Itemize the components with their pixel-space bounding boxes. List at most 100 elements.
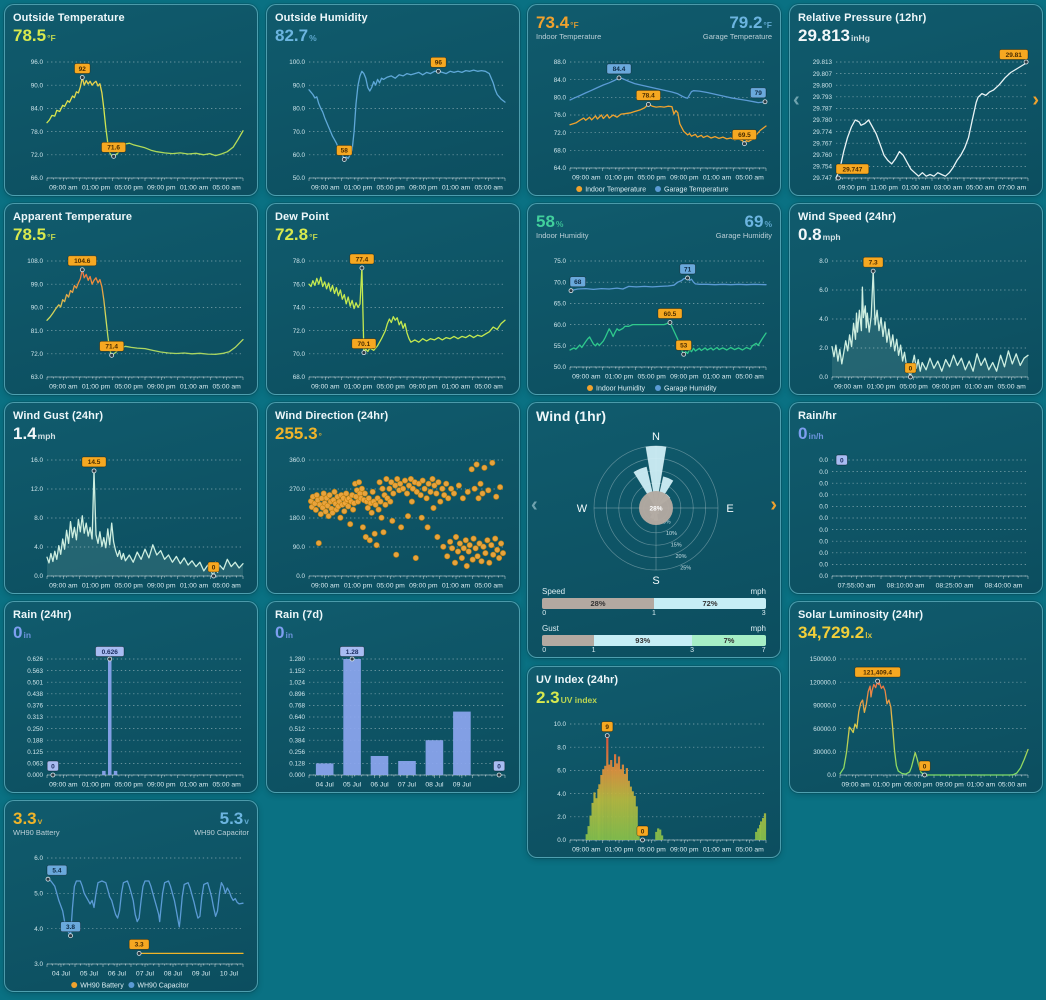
y-tick-label: 29.747 <box>813 175 833 182</box>
card-title: Wind Speed (24hr) <box>798 211 897 223</box>
svg-text:9: 9 <box>605 724 609 731</box>
svg-text:58: 58 <box>341 148 349 155</box>
x-tick-label: 05:00 pm <box>114 384 143 391</box>
x-tick-label: 05:00 am <box>212 384 241 391</box>
y-tick-label: 29.767 <box>813 140 833 147</box>
rose-bar-segment: 72% <box>654 598 766 609</box>
y-tick-label: 8.0 <box>557 744 566 751</box>
x-tick-label: 01:00 pm <box>344 384 373 391</box>
y-tick-label: 0.0 <box>819 515 828 522</box>
unit-left: % <box>555 219 564 229</box>
svg-text:5.4: 5.4 <box>52 868 61 875</box>
legend-dot[interactable] <box>576 186 583 192</box>
y-tick-label: 29.754 <box>813 164 833 171</box>
card-rain-hr: Rain/hr 0 in/h 0.0 0.0 0.0 0.0 0.0 0.0 0.0 0.0 0.0 0… <box>789 402 1043 594</box>
x-tick-label: 01:00 am <box>965 384 994 391</box>
y-tick-label: 108.0 <box>27 258 43 265</box>
y-tick-label: 0.0 <box>819 550 828 557</box>
svg-text:0: 0 <box>909 365 913 372</box>
y-tick-label: 0.0 <box>819 573 828 580</box>
y-tick-label: 66.0 <box>31 175 44 182</box>
y-tick-label: 99.0 <box>31 281 44 288</box>
x-tick-label: 01:00 pm <box>82 185 111 192</box>
card-wh90-battery: 3.3 v WH90 Battery 5.3 v WH90 Capacitor 6.0 5.0… <box>4 800 258 992</box>
y-tick-label: 90.0 <box>293 544 306 551</box>
legend-dot[interactable] <box>71 982 78 988</box>
y-tick-label: 75.0 <box>554 258 567 265</box>
card-solar-luminosity: Solar Luminosity (24hr) 34,729.2 lx 150000.… <box>789 601 1043 793</box>
x-tick-label: 09:00 pm <box>838 185 867 192</box>
y-tick-label: 0.640 <box>289 714 305 721</box>
rose-bar-segment: 28% <box>542 598 654 609</box>
x-tick-label: 11:00 pm <box>870 185 898 192</box>
next-arrow-icon[interactable]: › <box>1032 89 1039 111</box>
chart-plot: 16.0 12.0 8.0 4.0 0.0 09:00 am 01:00 pm 05:00 p… <box>31 456 244 590</box>
x-tick-label: 01:00 am <box>180 185 209 192</box>
x-tick-label: 09:00 am <box>311 384 340 391</box>
y-tick-label: 2.0 <box>557 814 566 821</box>
svg-text:0.626: 0.626 <box>102 649 119 656</box>
marker-badge <box>854 666 901 678</box>
card-unit: °F <box>47 232 56 242</box>
unit-left: v <box>37 816 43 826</box>
svg-text:15%: 15% <box>671 542 682 548</box>
x-tick-label: 01:00 pm <box>605 847 634 854</box>
x-tick-label: 05:00 am <box>966 185 995 192</box>
x-tick-label: 05:00 am <box>474 583 503 590</box>
legend-dot[interactable] <box>655 186 661 192</box>
legend-dot[interactable] <box>128 982 135 988</box>
x-tick-label: 01:00 am <box>703 847 732 854</box>
y-tick-label: 68.0 <box>554 148 567 155</box>
y-tick-label: 0.000 <box>27 772 43 779</box>
y-tick-label: 360.0 <box>289 457 305 464</box>
prev-arrow-icon[interactable]: ‹ <box>793 89 800 111</box>
x-tick-label: 09:00 pm <box>409 185 438 192</box>
prev-arrow-icon[interactable]: ‹ <box>531 493 538 516</box>
card-value: 0 <box>798 424 808 443</box>
x-tick-label: 05:00 pm <box>114 782 143 789</box>
unit-left: °F <box>570 20 579 30</box>
y-tick-label: 70.0 <box>554 279 567 286</box>
legend-dot[interactable] <box>655 385 661 391</box>
chart-plot: 10.08.06.04.02.00.009:00 am 01:00 pm 05:00… <box>554 721 767 854</box>
legend-label[interactable]: Garage Temperature <box>664 187 729 194</box>
y-tick-label: 0.0 <box>819 562 828 569</box>
legend-dot[interactable] <box>587 385 593 391</box>
card-unit: °F <box>47 33 56 43</box>
x-tick-label: 09:00 am <box>834 384 863 391</box>
y-tick-label: 8.0 <box>819 258 828 265</box>
y-tick-label: 0.896 <box>289 691 305 698</box>
legend-label[interactable]: Indoor Humidity <box>596 386 646 393</box>
marker-badge <box>99 340 125 352</box>
card-unit: in <box>285 630 294 640</box>
y-tick-label: 6.0 <box>34 855 43 862</box>
y-tick-label: 0.0 <box>819 527 828 534</box>
svg-text:69.5: 69.5 <box>738 132 751 139</box>
y-tick-label: 1.280 <box>289 656 305 663</box>
legend-label[interactable]: WH90 Battery <box>80 983 124 990</box>
y-tick-label: 68.0 <box>293 374 306 381</box>
y-tick-label: 4.0 <box>819 316 828 323</box>
x-tick-label: 01:00 am <box>442 384 471 391</box>
y-tick-label: 0.188 <box>27 737 43 744</box>
y-tick-label: 0.0 <box>819 538 828 545</box>
x-tick-label: 05:00 pm <box>376 185 405 192</box>
x-tick-label: 04 Jul <box>52 971 71 978</box>
legend-label[interactable]: Garage Humidity <box>664 386 717 393</box>
x-tick-label: 09:00 pm <box>147 583 176 590</box>
svg-text:10%: 10% <box>666 531 677 537</box>
y-tick-label: 80.0 <box>293 106 306 113</box>
value-right: 69 <box>744 212 764 231</box>
svg-text:25%: 25% <box>680 565 691 571</box>
y-tick-label: 50.0 <box>554 364 567 371</box>
card-title: Outside Humidity <box>275 12 368 24</box>
x-tick-label: 05:00 pm <box>114 185 143 192</box>
legend-label[interactable]: WH90 Capacitor <box>137 983 189 990</box>
x-tick-label: 01:00 pm <box>82 782 111 789</box>
rose-bar-speed: Speed mph 28% 72% 0 1 3 <box>542 587 766 617</box>
marker-badge <box>657 308 683 319</box>
x-tick-label: 01:00 am <box>442 583 471 590</box>
legend-label[interactable]: Indoor Temperature <box>585 187 646 194</box>
next-arrow-icon[interactable]: › <box>770 493 777 516</box>
